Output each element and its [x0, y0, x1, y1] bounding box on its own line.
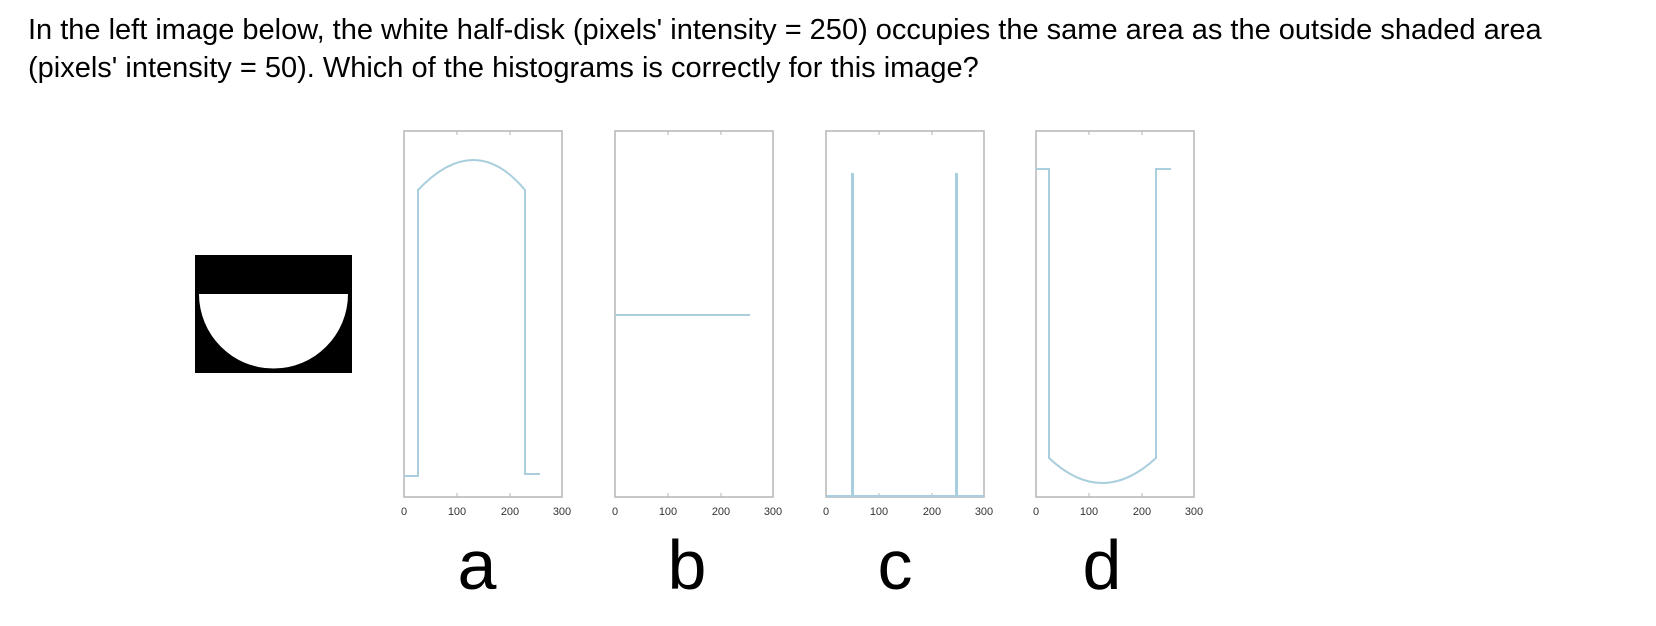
tick-label: 100 — [870, 506, 888, 518]
plot-frame — [825, 130, 985, 498]
tick-label: 300 — [975, 506, 993, 518]
tick-label: 100 — [659, 506, 677, 518]
tick-label: 200 — [923, 506, 941, 518]
option-label-c: c — [877, 526, 913, 604]
tick-label: 100 — [448, 506, 466, 518]
option-label-a: a — [457, 526, 497, 604]
tick-label: 100 — [1080, 506, 1098, 518]
tick-label: 0 — [1033, 506, 1039, 518]
histogram-c: 0 100 200 300 — [823, 130, 993, 518]
histogram-d: 0 100 200 300 — [1033, 130, 1203, 518]
tick-label: 0 — [401, 506, 407, 518]
tick-label: 200 — [501, 506, 519, 518]
half-disk-image — [195, 255, 352, 373]
histogram-curve — [404, 159, 540, 477]
white-half-disk — [199, 294, 348, 369]
histogram-a: 0 100 200 300 — [401, 130, 571, 518]
plot-frame — [403, 130, 563, 498]
histogram-curve — [826, 173, 984, 497]
tick-label: 0 — [612, 506, 618, 518]
question-text: In the left image below, the white half-… — [28, 14, 1542, 84]
histogram-b: 0 100 200 300 — [612, 130, 782, 518]
option-label-d: d — [1082, 526, 1122, 604]
tick-label: 300 — [1185, 506, 1203, 518]
plot-frame — [1035, 130, 1195, 498]
tick-label: 200 — [712, 506, 730, 518]
tick-label: 200 — [1133, 506, 1151, 518]
tick-label: 300 — [764, 506, 782, 518]
tick-label: 300 — [553, 506, 571, 518]
tick-label: 0 — [823, 506, 829, 518]
option-label-b: b — [667, 526, 707, 604]
histogram-curve — [1036, 168, 1171, 484]
